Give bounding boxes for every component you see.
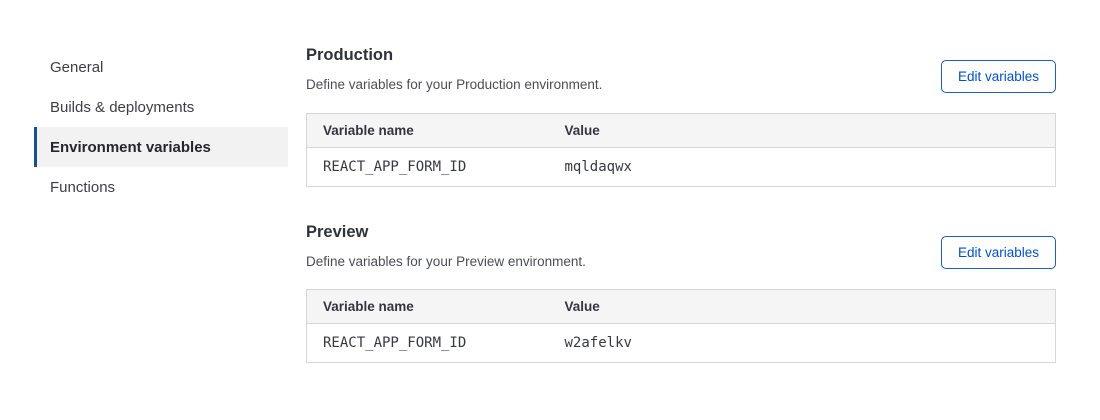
section-title-production: Production: [306, 46, 394, 64]
table-row: REACT_APP_FORM_ID mqldaqwx: [306, 147, 1056, 187]
section-description-preview: Define variables for your Preview enviro…: [306, 253, 586, 269]
sidebar-item-environment-variables[interactable]: Environment variables: [34, 127, 288, 167]
variable-value-cell: mqldaqwx: [548, 147, 1056, 187]
production-section-text: Production Define variables for your Pro…: [306, 46, 602, 93]
preview-section-header: Preview Define variables for your Previe…: [306, 223, 1056, 270]
table-row: REACT_APP_FORM_ID w2afelkv: [306, 323, 1056, 363]
edit-variables-button-preview[interactable]: Edit variables: [940, 236, 1056, 270]
preview-section: Preview Define variables for your Previe…: [306, 223, 1056, 364]
column-header-value: Value: [548, 289, 1056, 325]
production-section-header: Production Define variables for your Pro…: [306, 46, 1056, 93]
section-title-preview: Preview: [306, 222, 369, 241]
table-header-row: Variable name Value: [306, 113, 1056, 148]
sidebar-item-builds-deployments[interactable]: Builds & deployments: [50, 98, 195, 116]
settings-sidebar: General Builds & deployments Environment…: [34, 47, 288, 207]
sidebar-item-functions[interactable]: Functions: [50, 178, 116, 196]
column-header-value: Value: [548, 113, 1056, 148]
column-header-variable-name: Variable name: [306, 289, 549, 325]
variable-name-cell: REACT_APP_FORM_ID: [306, 147, 549, 187]
edit-variables-button-production[interactable]: Edit variables: [940, 59, 1056, 93]
settings-page: General Builds & deployments Environment…: [34, 46, 1056, 364]
preview-variables-table: Variable name Value REACT_APP_FORM_ID w2…: [306, 289, 1056, 364]
production-section: Production Define variables for your Pro…: [306, 46, 1056, 187]
column-header-variable-name: Variable name: [306, 113, 549, 148]
preview-section-text: Preview Define variables for your Previe…: [306, 223, 586, 270]
section-description-production: Define variables for your Production env…: [306, 77, 603, 92]
sidebar-item-general[interactable]: General: [50, 58, 104, 76]
production-variables-table: Variable name Value REACT_APP_FORM_ID mq…: [306, 112, 1056, 187]
table-header-row: Variable name Value: [306, 289, 1056, 325]
variable-name-cell: REACT_APP_FORM_ID: [306, 323, 549, 363]
variable-value-cell: w2afelkv: [548, 323, 1056, 363]
environment-variables-panel: Production Define variables for your Pro…: [306, 46, 1056, 364]
